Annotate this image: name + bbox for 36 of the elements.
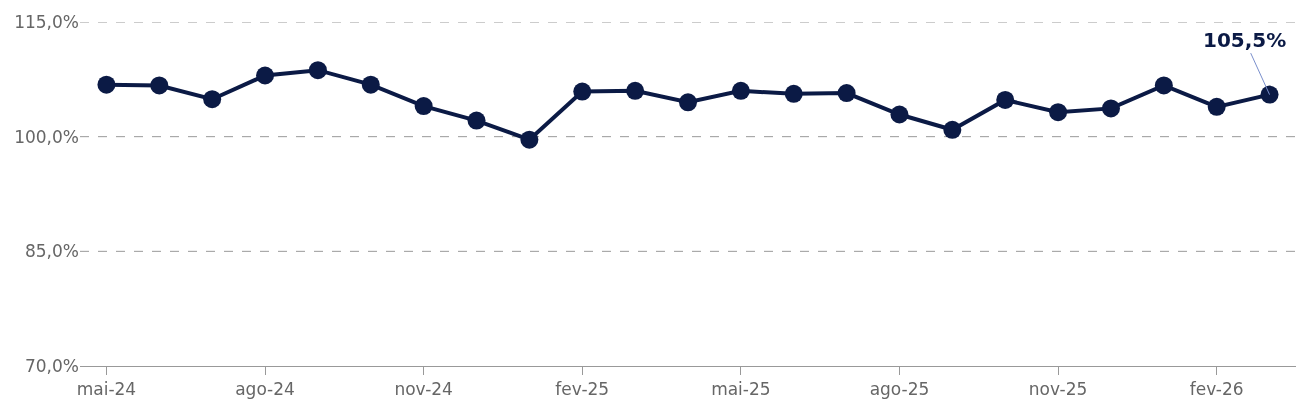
y-tick-label: 100,0% — [14, 126, 79, 147]
point — [1207, 97, 1226, 116]
y-tick-label: 85,0% — [24, 241, 79, 262]
point — [1049, 103, 1068, 122]
point — [414, 97, 433, 116]
point — [308, 61, 327, 80]
x-tick-label: ago-25 — [869, 379, 930, 400]
point — [1260, 85, 1279, 104]
point — [467, 111, 486, 130]
y-tick-label: 115,0% — [14, 11, 79, 32]
point — [203, 90, 222, 109]
point — [890, 105, 909, 124]
point — [256, 66, 275, 85]
annotation: 105,5% — [1203, 28, 1287, 52]
point — [150, 76, 169, 95]
x-tick-label: nov-24 — [394, 379, 453, 400]
x-tick-label: nov-25 — [1028, 379, 1088, 400]
x-tick-label: ago-24 — [235, 379, 295, 400]
point — [784, 84, 803, 103]
point — [97, 75, 116, 94]
point — [943, 120, 962, 139]
point — [1154, 76, 1173, 95]
x-tick-label: fev-26 — [1189, 379, 1244, 400]
point — [573, 82, 592, 101]
point — [837, 84, 856, 103]
y-tick-label: 70,0% — [24, 355, 79, 376]
point — [679, 93, 697, 112]
x-tick-label: mai-24 — [76, 379, 137, 400]
point — [626, 81, 645, 100]
point — [361, 75, 380, 94]
point — [996, 90, 1015, 109]
x-tick-label: fev-25 — [555, 379, 610, 400]
x-tick-label: mai-25 — [711, 379, 771, 400]
point — [520, 130, 539, 149]
point — [1101, 99, 1120, 118]
point — [731, 81, 750, 100]
